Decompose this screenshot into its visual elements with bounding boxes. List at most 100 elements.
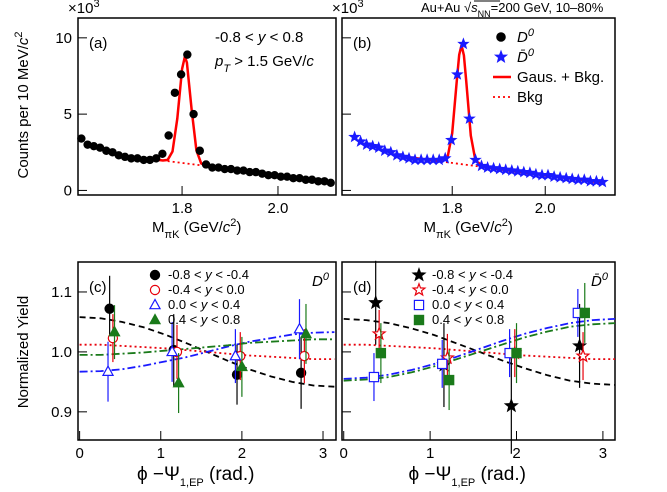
label-part: 0.4 < xyxy=(432,312,465,327)
panel-label: (d) xyxy=(353,279,371,296)
label-part: ) xyxy=(236,219,241,236)
label: D0 xyxy=(517,27,535,46)
label-part: πK xyxy=(165,229,181,241)
fit-curve xyxy=(343,318,616,380)
plot-frame xyxy=(77,261,337,441)
marker xyxy=(164,131,173,140)
legend-marker xyxy=(149,284,161,296)
marker xyxy=(189,109,198,119)
panel-label: (a) xyxy=(89,35,107,52)
label-part: < 0.0 xyxy=(212,282,245,297)
y-axis-label: Counts per 10 MeV/c2 xyxy=(13,31,32,178)
label-part: < -0.4 xyxy=(212,267,249,282)
label-part: < 0.4 xyxy=(207,297,240,312)
marker xyxy=(183,50,192,59)
plot-frame xyxy=(341,17,616,196)
label: -0.4 < y < 0.0 xyxy=(168,282,245,297)
label-part: πK xyxy=(436,229,452,241)
label-part: 1,EP xyxy=(180,477,204,489)
marker xyxy=(553,170,567,183)
legend-marker xyxy=(496,32,506,42)
multiplier-part: 3 xyxy=(93,0,99,10)
note: -0.8 < y < 0.8 xyxy=(215,29,303,46)
label-part: -0.8 < xyxy=(432,267,469,282)
label-part: < -0.4 xyxy=(476,267,513,282)
label-part: -0.4 < xyxy=(432,282,469,297)
marker xyxy=(437,358,448,370)
label-part: 0.4 < xyxy=(168,312,201,327)
marker xyxy=(511,164,525,177)
label-part: 2 xyxy=(230,217,236,229)
marker xyxy=(372,141,386,154)
marker xyxy=(295,367,307,379)
label-part: 0 xyxy=(602,271,609,283)
legend-marker xyxy=(413,314,425,326)
label-part: y xyxy=(204,282,213,297)
label-part: 1,EP xyxy=(451,477,475,489)
legend-marker xyxy=(148,298,162,310)
marker xyxy=(158,149,167,159)
marker xyxy=(487,161,500,174)
note-part: < 0.8 xyxy=(265,29,303,46)
plot-frame xyxy=(77,17,337,196)
marker xyxy=(481,160,494,173)
marker xyxy=(326,178,335,187)
marker xyxy=(170,88,180,97)
marker xyxy=(572,338,588,353)
marker xyxy=(384,145,398,158)
multiplier-part: ×10 xyxy=(68,0,93,17)
label-part: 0 xyxy=(323,271,330,283)
label-part: ) xyxy=(508,219,513,236)
marker xyxy=(499,163,512,176)
y-axis-label: Normalized Yield xyxy=(15,296,32,409)
label: D0 xyxy=(312,271,330,290)
label-part: D xyxy=(312,273,323,290)
header-part: =200 GeV, 10–80% xyxy=(491,0,604,15)
label: D̄0 xyxy=(517,47,535,66)
note-part: p xyxy=(214,53,223,70)
marker xyxy=(151,154,161,163)
marker xyxy=(368,371,380,383)
label: -0.4 < y < 0.0 xyxy=(432,282,509,297)
label-part: -0.8 < xyxy=(168,267,205,282)
marker xyxy=(195,146,205,155)
marker xyxy=(104,303,115,314)
legend-marker xyxy=(413,299,425,311)
label: 0.0 < y < 0.4 xyxy=(168,297,240,312)
header: Au+Au √sNN=200 GeV, 10–80% xyxy=(421,0,604,19)
note: pT > 1.5 GeV/c xyxy=(214,53,314,75)
header-part: NN xyxy=(478,9,491,19)
legend-marker xyxy=(493,49,509,63)
note-part: > 1.5 GeV/ xyxy=(230,53,307,70)
x-tick-label: 3 xyxy=(599,445,607,462)
marker xyxy=(443,374,455,386)
label-part: M xyxy=(424,219,437,236)
marker xyxy=(451,67,464,80)
note-part: c xyxy=(306,53,314,70)
marker xyxy=(505,163,519,176)
x-tick-label: 1 xyxy=(426,445,434,462)
y-label-part: 2 xyxy=(13,31,25,37)
label: 0.4 < y < 0.8 xyxy=(168,312,240,327)
label-part: D̄ xyxy=(591,273,602,290)
label-part: c xyxy=(223,219,231,236)
label-part: 0 xyxy=(528,27,535,39)
multiplier: ×103 xyxy=(332,0,364,17)
label-part: 0.0 < xyxy=(168,297,201,312)
multiplier-part: 3 xyxy=(357,0,363,10)
label-part: < 0.8 xyxy=(471,312,504,327)
label: ϕ −Ψ1,EP (rad.) xyxy=(137,464,254,489)
marker xyxy=(166,345,179,357)
marker xyxy=(368,294,384,310)
marker xyxy=(293,322,306,334)
fit-curve xyxy=(343,322,616,382)
marker xyxy=(108,325,121,337)
label: MπK (GeV/c2) xyxy=(424,217,513,241)
marker xyxy=(547,170,561,183)
y-label-part: c xyxy=(15,37,32,45)
marker xyxy=(511,347,522,359)
x-tick-label: 1.8 xyxy=(442,200,463,217)
fit-curve xyxy=(79,338,335,356)
legend-label: Bkg xyxy=(517,89,543,106)
marker xyxy=(503,397,519,413)
